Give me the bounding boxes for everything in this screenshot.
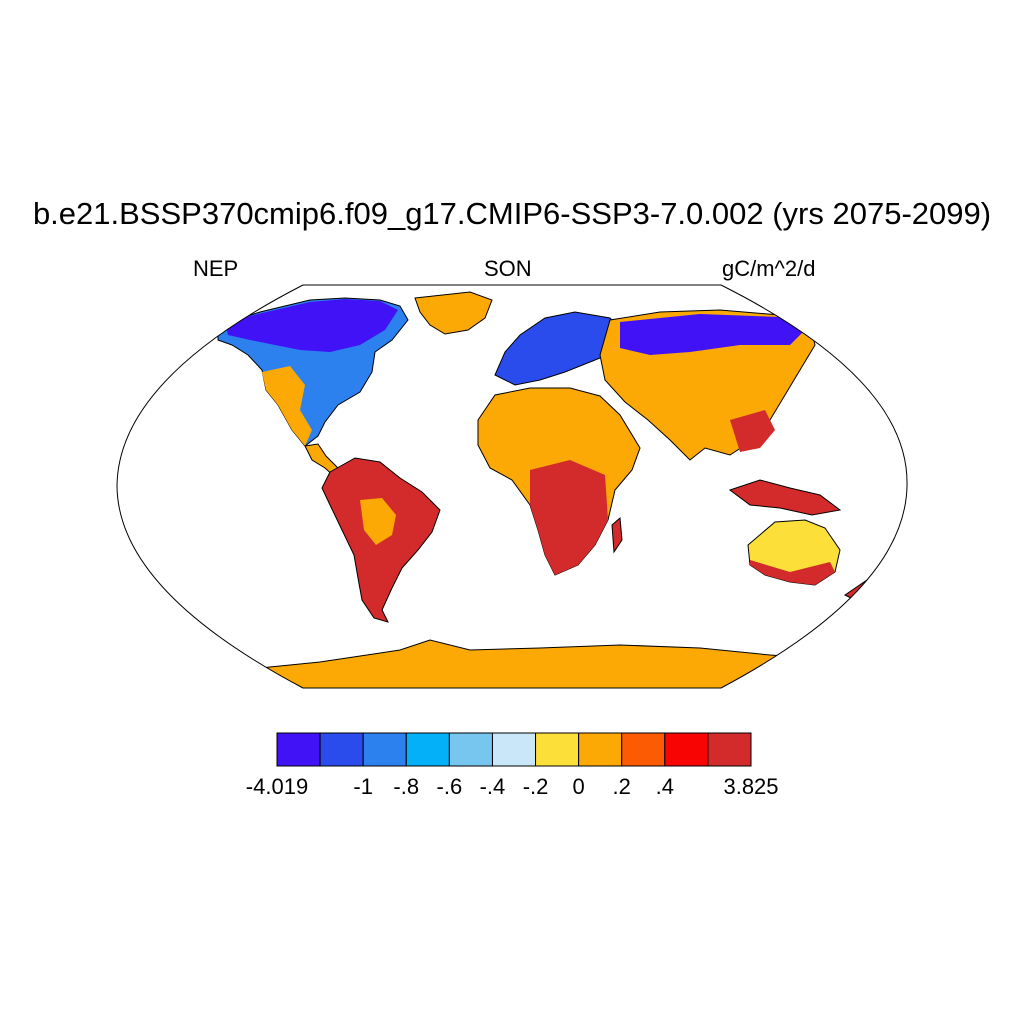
colorbar-swatch <box>491 732 537 767</box>
colorbar-swatch <box>362 732 407 767</box>
colorbar-tick-label: 3.825 <box>723 774 779 799</box>
colorbar <box>276 732 752 767</box>
colorbar-swatch <box>535 732 580 767</box>
variable-label: NEP <box>193 256 239 281</box>
colorbar-tick-label: .2 <box>612 774 631 799</box>
colorbar-tick-label: -.8 <box>393 774 420 799</box>
north-america-south <box>262 366 312 446</box>
north-america-north <box>225 299 398 352</box>
colorbar-swatch <box>707 732 752 767</box>
south-america-interior <box>360 498 396 545</box>
season-label: SON <box>484 256 532 281</box>
units-label: gC/m^2/d <box>722 256 816 281</box>
colorbar-swatch <box>319 732 364 767</box>
colorbar-swatch <box>448 732 493 767</box>
madagascar <box>611 516 623 554</box>
plot-title: b.e21.BSSP370cmip6.f09_g17.CMIP6-SSP3-7.… <box>32 196 992 231</box>
asia-southeast <box>730 410 775 452</box>
colorbar-tick-label: -.2 <box>522 774 549 799</box>
colorbar-tick-label: 0 <box>572 774 585 799</box>
asia-north <box>620 314 805 355</box>
australia-coast <box>750 560 835 585</box>
colorbar-tick-label: -.4 <box>479 774 506 799</box>
antarctica <box>117 639 908 688</box>
new-zealand <box>844 577 879 601</box>
africa-south <box>530 460 608 575</box>
map-border <box>116 284 908 689</box>
maritime-asia <box>728 479 842 516</box>
colorbar-swatch <box>276 732 321 767</box>
colorbar-tick-label: .4 <box>655 774 674 799</box>
colorbar-swatch <box>621 732 666 767</box>
colorbar-tick-label: -1 <box>353 774 373 799</box>
colorbar-swatch <box>578 732 623 767</box>
colorbar-tick-label: -4.019 <box>245 774 309 799</box>
colorbar-swatch <box>664 732 709 767</box>
colorbar-tick-label: -.6 <box>436 774 463 799</box>
colorbar-swatch <box>405 732 450 767</box>
greenland <box>414 291 493 335</box>
